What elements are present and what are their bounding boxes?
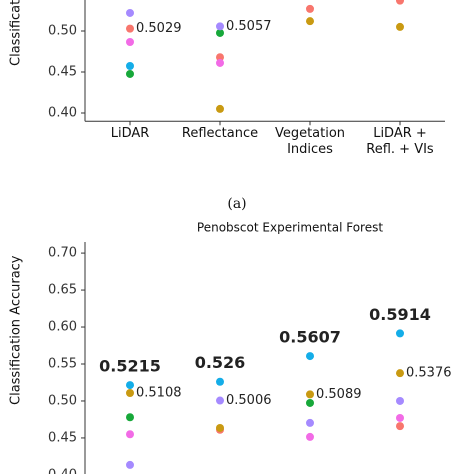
point [126, 8, 134, 17]
data-label: 0.5057 [226, 19, 272, 34]
point [306, 4, 314, 13]
point [216, 377, 224, 386]
point [126, 62, 134, 71]
y-tick-label: 0.60 [48, 320, 77, 335]
caption: (a) [227, 196, 246, 212]
data-label: 0.526 [195, 353, 246, 372]
point [126, 430, 134, 439]
data-label: 0.5108 [136, 385, 182, 400]
x-tick-label: LiDAR + Refl. + VIs [366, 126, 434, 157]
y-tick-label: 0.40 [48, 106, 77, 121]
y-tick-label: 0.45 [48, 430, 77, 445]
point [396, 396, 404, 405]
point [126, 69, 134, 78]
y-tick-label: 0.45 [48, 65, 77, 80]
y-tick-label: 0.40 [48, 467, 77, 474]
point [306, 17, 314, 26]
point [396, 369, 404, 378]
point [306, 432, 314, 441]
point [126, 381, 134, 390]
point [126, 37, 134, 46]
point [216, 58, 224, 67]
x-tick-label: Reflectance [182, 126, 258, 141]
point [216, 22, 224, 31]
y-tick-label: 0.65 [48, 283, 77, 298]
data-label: 0.5006 [226, 393, 272, 408]
y-axis-label: Classification Accuracy [9, 255, 24, 405]
point [216, 423, 224, 432]
point [306, 390, 314, 399]
point [396, 22, 404, 31]
y-tick-label: 0.70 [48, 246, 77, 261]
x-tick-label: Vegetation Indices [275, 126, 345, 157]
point [306, 352, 314, 361]
data-label: 0.5376 [406, 366, 452, 381]
y-tick-label: 0.55 [48, 357, 77, 372]
y-tick-label: 0.50 [48, 393, 77, 408]
point [396, 329, 404, 338]
data-label: 0.52 [110, 0, 149, 3]
y-tick-label: 0.50 [48, 24, 77, 39]
data-label: 0.5089 [316, 387, 362, 402]
point [126, 413, 134, 422]
point [396, 413, 404, 422]
point [216, 28, 224, 37]
point [126, 24, 134, 33]
y-axis-label: Classification Accuracy [9, 0, 24, 66]
point [216, 104, 224, 113]
point [306, 418, 314, 427]
point [126, 460, 134, 469]
x-tick-label: LiDAR [111, 126, 150, 141]
point [126, 388, 134, 397]
point [396, 422, 404, 431]
point [216, 396, 224, 405]
chart-title: Penobscot Experimental Forest [197, 221, 383, 235]
point [216, 53, 224, 62]
point [306, 398, 314, 407]
data-label: 0.5215 [99, 357, 161, 376]
data-label: 0.5029 [136, 21, 182, 36]
point [396, 0, 404, 5]
data-label: 0.5607 [279, 328, 341, 347]
data-label: 0.5914 [369, 305, 431, 324]
